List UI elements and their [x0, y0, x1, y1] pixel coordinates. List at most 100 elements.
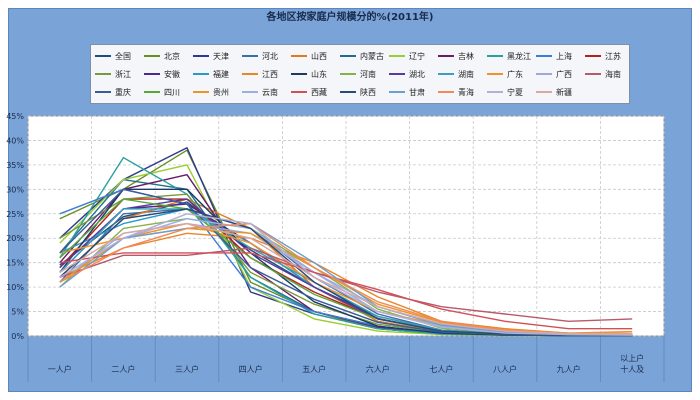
legend-label: 福建	[213, 69, 229, 79]
legend-item: 上海	[536, 47, 572, 65]
legend-swatch	[193, 73, 209, 75]
legend-label: 贵州	[213, 87, 229, 97]
chart-title: 各地区按家庭户规模分的%(2011年)	[266, 12, 434, 23]
series-line-30	[59, 213, 633, 336]
legend-item: 北京	[144, 47, 180, 65]
legend-label: 浙江	[115, 69, 131, 79]
x-tick-label: 一人户	[48, 364, 72, 374]
y-tick-label: 25%	[6, 210, 24, 219]
legend-label: 江苏	[605, 51, 621, 61]
legend-label: 海南	[605, 69, 621, 79]
x-tick-label: 以上户	[620, 353, 644, 363]
legend-item: 湖北	[389, 65, 425, 83]
legend-item: 福建	[193, 65, 229, 83]
y-tick-label: 5%	[11, 308, 24, 317]
legend-label: 广东	[507, 69, 523, 79]
legend-swatch	[585, 73, 601, 75]
x-tick-label: 六人户	[366, 364, 390, 374]
legend-item: 内蒙古	[340, 47, 384, 65]
legend-swatch	[585, 55, 601, 57]
y-tick-label: 20%	[6, 234, 24, 243]
legend-item: 广东	[487, 65, 523, 83]
y-tick-label: 15%	[6, 259, 24, 268]
legend-item: 河南	[340, 65, 376, 83]
legend-label: 湖南	[458, 69, 474, 79]
legend-label: 安徽	[164, 69, 180, 79]
legend-label: 江西	[262, 69, 278, 79]
legend-label: 青海	[458, 87, 474, 97]
legend-label: 河南	[360, 69, 376, 79]
y-tick-label: 10%	[6, 283, 24, 292]
legend-swatch	[95, 91, 111, 93]
legend-item: 山东	[291, 65, 327, 83]
legend-item: 江苏	[585, 47, 621, 65]
legend-swatch	[242, 55, 258, 57]
x-tick-label: 七人户	[429, 364, 453, 374]
legend-swatch	[487, 91, 503, 93]
legend-swatch	[242, 73, 258, 75]
y-tick-label: 35%	[6, 161, 24, 170]
x-tick-label: 九人户	[557, 364, 581, 374]
legend-item: 广西	[536, 65, 572, 83]
legend-swatch	[291, 55, 307, 57]
legend-label: 山东	[311, 69, 327, 79]
legend-item: 全国	[95, 47, 131, 65]
legend-item: 天津	[193, 47, 229, 65]
legend-swatch	[144, 55, 160, 57]
legend-label: 西藏	[311, 87, 327, 97]
legend-item: 浙江	[95, 65, 131, 83]
series-line-21	[59, 247, 633, 322]
y-tick-label: 0%	[11, 332, 24, 341]
series-line-26	[59, 252, 633, 330]
legend-swatch	[144, 73, 160, 75]
legend-label: 新疆	[556, 87, 572, 97]
legend-swatch	[389, 55, 405, 57]
legend-item: 黑龙江	[487, 47, 531, 65]
legend-swatch	[536, 55, 552, 57]
legend-item: 贵州	[193, 83, 229, 101]
y-tick-label: 45%	[6, 112, 24, 121]
legend-swatch	[536, 91, 552, 93]
legend-swatch	[389, 73, 405, 75]
legend-item: 安徽	[144, 65, 180, 83]
legend-label: 山西	[311, 51, 327, 61]
legend-label: 重庆	[115, 87, 131, 97]
legend-item: 吉林	[438, 47, 474, 65]
legend-item: 宁夏	[487, 83, 523, 101]
legend-label: 辽宁	[409, 51, 425, 61]
legend-item: 甘肃	[389, 83, 425, 101]
legend-swatch	[389, 91, 405, 93]
x-tick-label: 十人及	[620, 364, 644, 374]
x-tick-label: 三人户	[175, 364, 199, 374]
legend-item: 四川	[144, 83, 180, 101]
x-tick-label: 八人户	[493, 364, 517, 374]
legend-swatch	[291, 91, 307, 93]
legend-item: 陕西	[340, 83, 376, 101]
legend-item: 河北	[242, 47, 278, 65]
legend-label: 陕西	[360, 87, 376, 97]
legend-swatch	[340, 91, 356, 93]
legend-swatch	[340, 73, 356, 75]
legend-label: 吉林	[458, 51, 474, 61]
legend-label: 北京	[164, 51, 180, 61]
legend-label: 黑龙江	[507, 51, 531, 61]
x-tick-label: 二人户	[111, 364, 135, 374]
legend-swatch	[438, 73, 454, 75]
legend-label: 湖北	[409, 69, 425, 79]
legend-swatch	[95, 73, 111, 75]
legend-item: 西藏	[291, 83, 327, 101]
legend-item: 山西	[291, 47, 327, 65]
legend-label: 上海	[556, 51, 572, 61]
legend-item: 江西	[242, 65, 278, 83]
legend-swatch	[438, 91, 454, 93]
legend-label: 内蒙古	[360, 51, 384, 61]
legend-label: 宁夏	[507, 87, 523, 97]
legend-swatch	[242, 91, 258, 93]
legend-label: 四川	[164, 87, 180, 97]
legend-item: 青海	[438, 83, 474, 101]
x-tick-label: 五人户	[302, 364, 326, 374]
legend-swatch	[193, 91, 209, 93]
legend-swatch	[438, 55, 454, 57]
legend-label: 甘肃	[409, 87, 425, 97]
